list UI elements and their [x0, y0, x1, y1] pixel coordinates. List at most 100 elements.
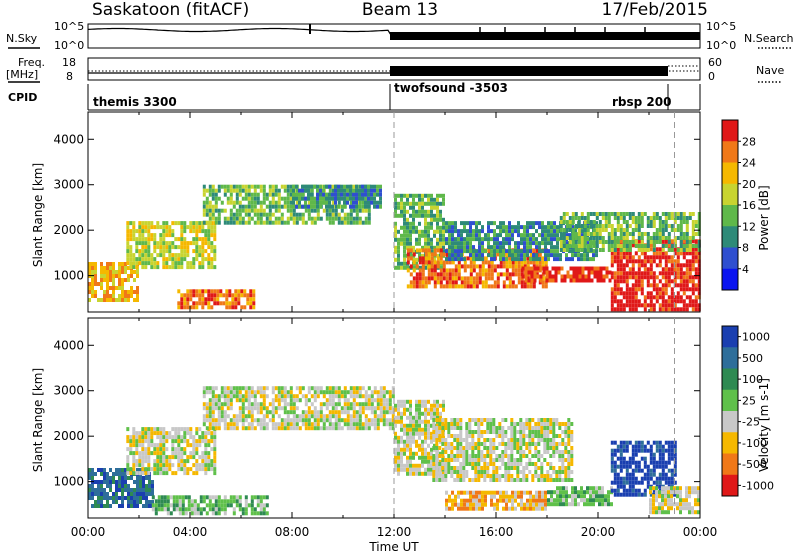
heatmap-cell — [253, 184, 257, 189]
heatmap-cell — [325, 406, 329, 411]
heatmap-cell — [524, 270, 528, 275]
heatmap-cell — [493, 237, 496, 242]
heatmap-cell — [484, 249, 487, 254]
heatmap-cell — [229, 499, 233, 504]
heatmap-cell — [198, 301, 202, 306]
heatmap-cell — [304, 220, 308, 225]
heatmap-cell — [202, 394, 206, 399]
heatmap-cell — [427, 443, 430, 448]
heatmap-cell — [412, 217, 415, 222]
heatmap-cell — [244, 208, 248, 213]
heatmap-cell — [427, 209, 430, 214]
heatmap-cell — [256, 184, 260, 189]
heatmap-cell — [295, 204, 298, 209]
y-tick-label: 2000 — [53, 223, 84, 237]
heatmap-cell — [147, 427, 151, 432]
heatmap-cell — [463, 241, 466, 246]
heatmap-cell — [100, 286, 103, 290]
heatmap-cell — [403, 217, 406, 222]
heatmap-cell — [183, 439, 187, 444]
heatmap-cell — [208, 192, 212, 197]
heatmap-cell — [546, 434, 550, 438]
heatmap-cell — [484, 268, 488, 273]
heatmap-cell — [539, 274, 543, 279]
heatmap-cell — [109, 488, 112, 492]
heatmap-cell — [548, 270, 552, 275]
heatmap-cell — [481, 260, 485, 265]
heatmap-cell — [183, 447, 187, 452]
heatmap-cell — [328, 192, 331, 197]
heatmap-cell — [301, 188, 304, 193]
heatmap-cell — [477, 474, 481, 478]
heatmap-cell — [313, 216, 317, 221]
heatmap-cell — [501, 454, 505, 458]
heatmap-cell — [177, 237, 181, 242]
heatmap-cell — [513, 458, 517, 462]
heatmap-cell — [593, 270, 597, 275]
heatmap-cell — [560, 274, 564, 279]
heatmap-cell — [477, 426, 481, 430]
heatmap-cell — [649, 299, 653, 304]
heatmap-cell — [201, 289, 205, 294]
heatmap-cell — [295, 184, 298, 189]
heatmap-cell — [433, 201, 436, 206]
heatmap-cell — [103, 496, 106, 500]
heatmap-cell — [217, 426, 221, 431]
heatmap-cell — [133, 500, 136, 504]
heatmap-cell — [412, 209, 415, 214]
heatmap-cell — [652, 287, 656, 292]
heatmap-cell — [298, 386, 302, 391]
heatmap-cell — [580, 253, 583, 258]
heatmap-cell — [195, 301, 199, 306]
heatmap-cell — [435, 470, 439, 474]
heatmap-cell — [490, 237, 493, 242]
heatmap-cell — [435, 430, 439, 434]
heatmap-cell — [376, 204, 379, 209]
heatmap-cell — [667, 307, 671, 312]
heatmap-cell — [148, 500, 151, 504]
heatmap-cell — [483, 442, 487, 446]
heatmap-cell — [195, 233, 199, 238]
heatmap-cell — [441, 462, 445, 466]
heatmap-cell — [214, 208, 218, 213]
heatmap-cell — [652, 283, 656, 288]
heatmap-cell — [682, 291, 686, 296]
heatmap-cell — [486, 446, 490, 450]
heatmap-cell — [379, 196, 382, 201]
heatmap-cell — [373, 418, 377, 423]
heatmap-cell — [415, 403, 418, 408]
heatmap-cell — [295, 426, 299, 431]
heatmap-cell — [334, 208, 338, 213]
heatmap-cell — [307, 422, 311, 427]
heatmap-cell — [138, 253, 142, 258]
heatmap-cell — [531, 438, 535, 442]
heatmap-cell — [205, 418, 209, 423]
heatmap-cell — [153, 451, 157, 456]
heatmap-cell — [679, 251, 683, 256]
heatmap-cell — [244, 212, 248, 217]
heatmap-cell — [121, 282, 124, 286]
heatmap-cell — [481, 245, 484, 250]
heatmap-cell — [196, 511, 200, 516]
heatmap-cell — [409, 229, 412, 234]
heatmap-cell — [454, 249, 457, 254]
heatmap-cell — [568, 224, 572, 228]
heatmap-cell — [115, 298, 118, 302]
heatmap-cell — [130, 274, 133, 278]
heatmap-cell — [370, 200, 373, 205]
heatmap-cell — [619, 239, 623, 244]
heatmap-cell — [204, 471, 208, 476]
heatmap-cell — [523, 260, 527, 265]
heatmap-cell — [490, 249, 493, 254]
heatmap-cell — [201, 257, 205, 262]
heatmap-cell — [688, 303, 692, 308]
heatmap-cell — [481, 264, 485, 269]
heatmap-cell — [540, 470, 544, 474]
heatmap-cell — [162, 443, 166, 448]
heatmap-cell — [226, 414, 230, 419]
heatmap-cell — [244, 499, 248, 504]
heatmap-cell — [439, 201, 442, 206]
heatmap-cell — [418, 403, 421, 408]
heatmap-cell — [207, 289, 211, 294]
heatmap-cell — [697, 263, 701, 268]
